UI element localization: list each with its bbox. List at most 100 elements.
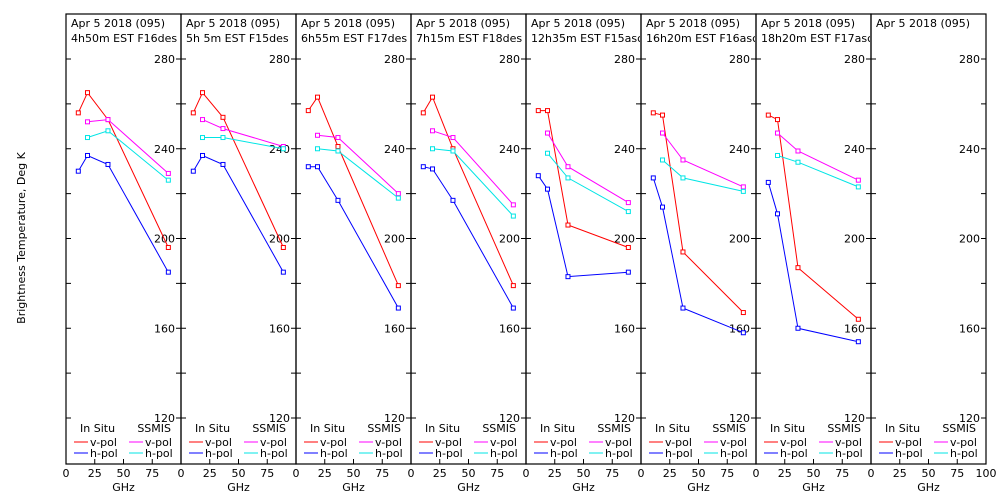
y-tick-label: 160 [269, 322, 290, 335]
x-tick-label: 75 [145, 467, 159, 480]
legend-label: v-pol [895, 436, 922, 449]
data-point-ssmis_h [430, 146, 436, 152]
data-point-ssmis_v [85, 119, 91, 125]
panel-title: Apr 5 2018 (095) [301, 17, 395, 30]
y-tick-label: 240 [499, 143, 520, 156]
legend-insitu-label: In Situ [425, 422, 460, 435]
legend-label: v-pol [145, 436, 172, 449]
legend-insitu-label: In Situ [540, 422, 575, 435]
panel-subtitle: 12h35m EST F15asc [531, 32, 643, 45]
y-tick-label: 120 [844, 412, 865, 425]
legend-label: h-pol [90, 447, 118, 460]
x-tick-label: 100 [976, 467, 997, 480]
x-tick-label: 50 [692, 467, 706, 480]
legend-ssmis-label: SSMIS [712, 422, 746, 435]
legend-label: h-pol [665, 447, 693, 460]
data-point-ssmis_h [280, 146, 286, 152]
legend-insitu-label: In Situ [80, 422, 115, 435]
panel-title: Apr 5 2018 (095) [876, 17, 970, 30]
series-line-insitu_v [653, 112, 744, 313]
data-point-insitu_h [855, 339, 861, 345]
x-tick-label: 75 [490, 467, 504, 480]
legend-label: v-pol [835, 436, 862, 449]
data-point-insitu_h [765, 179, 771, 185]
data-point-ssmis_v [795, 148, 801, 154]
x-tick-label: 25 [203, 467, 217, 480]
y-axis-label: Brightness Temperature, Deg K [15, 151, 28, 323]
x-tick-label: 25 [318, 467, 332, 480]
x-tick-label: 75 [605, 467, 619, 480]
panel-7: Apr 5 2018 (095) 18h20m EST F17asc 120 160 2… [753, 13, 873, 494]
data-point-insitu_v [335, 144, 341, 150]
data-point-ssmis_h [680, 175, 686, 181]
panel-subtitle: 18h20m EST F17asc [761, 32, 873, 45]
y-tick-label: 240 [384, 143, 405, 156]
legend-label: h-pol [205, 447, 233, 460]
panel-titles: Apr 5 2018 (095) 7h15m EST F18des [416, 17, 522, 45]
data-point-ssmis_v [625, 200, 631, 206]
legend-ssmis-label: SSMIS [827, 422, 861, 435]
x-tick-label: 75 [375, 467, 389, 480]
panel-6: Apr 5 2018 (095) 16h20m EST F16asc 120 160 2… [638, 13, 757, 494]
y-tick-label: 280 [499, 53, 520, 66]
data-point-insitu_v [190, 110, 196, 116]
y-tick-label: 240 [959, 143, 980, 156]
panel-titles: Apr 5 2018 (095) 4h50m EST F16des [71, 17, 177, 45]
y-tick-label: 120 [614, 412, 635, 425]
y-tick-label: 280 [729, 53, 750, 66]
x-axis-label: GHz [457, 481, 480, 494]
data-point-ssmis_v [450, 135, 456, 141]
series-line-insitu_h [652, 177, 744, 334]
legend-label: v-pol [205, 436, 232, 449]
data-point-ssmis_h [795, 159, 801, 165]
legend-insitu-label: In Situ [885, 422, 920, 435]
data-point-insitu_v [740, 310, 746, 316]
data-point-insitu_h [200, 152, 206, 158]
data-point-insitu_h [305, 164, 311, 170]
data-point-insitu_v [855, 316, 861, 322]
y-tick-label: 200 [384, 233, 405, 246]
y-tick-label: 240 [729, 143, 750, 156]
y-tick-label: 120 [959, 412, 980, 425]
data-point-ssmis_v [395, 191, 401, 197]
data-point-insitu_v [565, 222, 571, 228]
data-point-ssmis_v [200, 117, 206, 123]
data-point-insitu_h [280, 269, 286, 275]
series-line-ssmis_h [662, 159, 744, 192]
x-tick-label: 50 [347, 467, 361, 480]
data-point-insitu_v [650, 110, 656, 116]
series-line-ssmis_h [432, 148, 514, 217]
series-line-insitu_v [768, 114, 859, 320]
y-tick-label: 280 [269, 53, 290, 66]
data-point-ssmis_h [510, 213, 516, 219]
panel-3: Apr 5 2018 (095) 6h55m EST F17des 120 160 20… [293, 13, 412, 494]
legend-label: v-pol [950, 436, 977, 449]
legend-label: h-pol [550, 447, 578, 460]
data-point-insitu_h [165, 269, 171, 275]
data-point-insitu_v [765, 112, 771, 118]
x-tick-label: 0 [408, 467, 415, 480]
x-tick-label: 50 [577, 467, 591, 480]
panel-titles: Apr 5 2018 (095) 18h20m EST F17asc [761, 17, 873, 45]
data-point-insitu_v [305, 108, 311, 114]
data-point-insitu_h [85, 152, 91, 158]
data-point-insitu_h [335, 197, 341, 203]
series-line-ssmis_v [202, 119, 284, 147]
data-point-insitu_h [660, 204, 666, 210]
legend-ssmis-label: SSMIS [942, 422, 976, 435]
data-point-ssmis_h [85, 135, 91, 141]
panel-title: Apr 5 2018 (095) [531, 17, 625, 30]
x-tick-label: 25 [663, 467, 677, 480]
panel-titles: Apr 5 2018 (095) [876, 17, 970, 30]
series-line-ssmis_v [662, 132, 744, 188]
x-tick-label: 50 [117, 467, 131, 480]
data-point-ssmis_h [775, 152, 781, 158]
series-line-insitu_v [307, 96, 399, 286]
data-point-insitu_v [660, 112, 666, 118]
data-point-ssmis_v [165, 170, 171, 176]
data-point-ssmis_v [315, 132, 321, 138]
y-tick-label: 240 [154, 143, 175, 156]
legend-label: v-pol [665, 436, 692, 449]
legend-label: h-pol [320, 447, 348, 460]
